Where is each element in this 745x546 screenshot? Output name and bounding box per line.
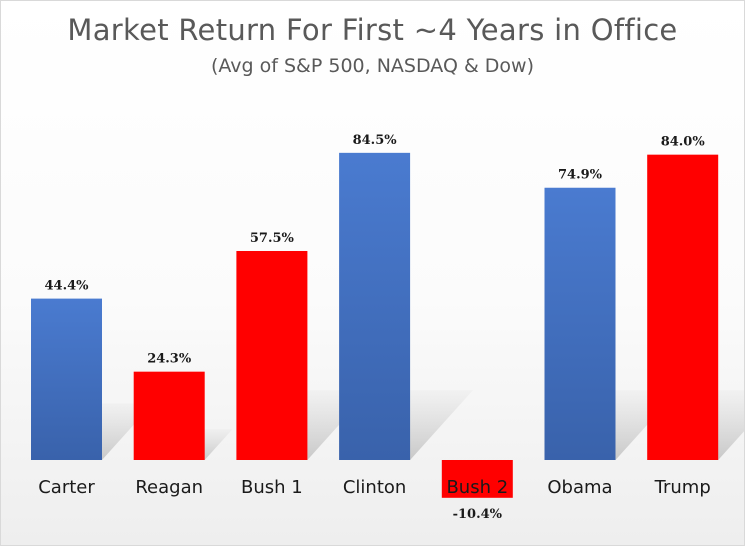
bar-bush-2 [441,460,513,498]
category-label: Trump [654,477,711,498]
data-label: 84.0% [661,135,706,150]
bar-reagan [133,371,205,460]
bar-bush-1 [236,250,308,460]
data-label: 84.5% [353,133,398,148]
bar-clinton [339,152,411,460]
data-label: -10.4% [453,507,503,522]
category-label: Bush 1 [241,477,303,498]
category-label: Clinton [343,477,406,498]
chart-title: Market Return For First ~4 Years in Offi… [67,13,678,47]
bar-obama [544,187,616,460]
chart-subtitle: (Avg of S&P 500, NASDAQ & Dow) [211,55,534,77]
category-label: Obama [547,477,612,498]
category-label: Carter [38,477,95,498]
category-label: Reagan [135,477,203,498]
bar-carter [31,298,102,460]
data-label: 24.3% [147,352,192,367]
category-label: Bush 2 [446,477,508,498]
data-label: 44.4% [44,279,89,294]
data-label: 74.9% [558,168,603,183]
bar-trump [647,154,719,460]
data-label: 57.5% [250,231,295,246]
